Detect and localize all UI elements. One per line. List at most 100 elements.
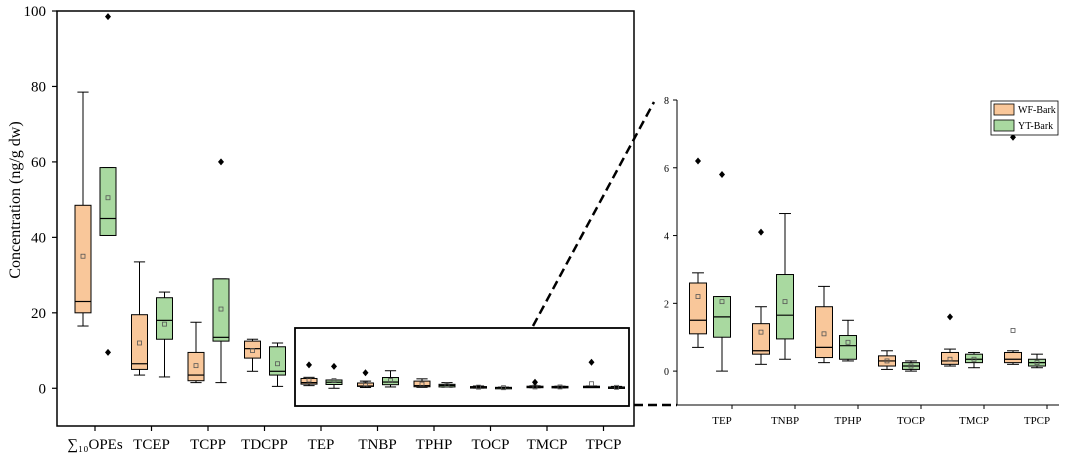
main-yt-box	[325, 362, 343, 389]
inset-wf-mean-marker	[758, 329, 764, 335]
main-wf-box	[357, 369, 374, 389]
main-wf-box	[583, 358, 600, 389]
main-yt-box	[212, 158, 230, 384]
x-tick-label: TDCPP	[241, 437, 288, 453]
inset-y-tick-label: 4	[664, 232, 669, 243]
main-wf-mean-marker	[419, 381, 425, 387]
main-yt-box	[156, 291, 173, 378]
inset-yt-mean-marker	[782, 299, 788, 305]
main-wf-box	[131, 261, 148, 376]
main-wf-iqr-box	[187, 351, 205, 382]
main-wf-mean-marker	[193, 363, 199, 369]
main-yt-box	[608, 384, 625, 390]
main-wf-box	[74, 91, 92, 327]
x-tick-label: TEP	[308, 437, 335, 453]
inset-yt-outlier-point	[719, 171, 725, 179]
main-yt-box	[269, 342, 286, 387]
main-yt-iqr-box	[156, 297, 173, 340]
main-wf-mean-marker	[306, 377, 312, 383]
inset-yt-box	[776, 213, 794, 360]
inset-wf-iqr-box	[752, 323, 770, 355]
legend-swatch	[993, 103, 1015, 116]
inset-x-tick-label: TPHP	[835, 415, 862, 427]
legend-swatch	[993, 119, 1015, 132]
inset-wf-mean-marker	[695, 294, 701, 299]
x-tick-label: TNBP	[358, 437, 396, 453]
inset-wf-box	[752, 228, 770, 365]
main-wf-outlier-point	[588, 358, 595, 366]
inset-y-tick-label: 8	[664, 96, 669, 107]
main-wf-outlier-point	[362, 369, 369, 377]
y-tick-label: 60	[31, 155, 46, 171]
main-yt-mean-marker	[557, 384, 563, 390]
main-yt-outlier-point	[331, 362, 337, 370]
main-yt-outlier-point	[105, 348, 111, 356]
zoom-region-box	[294, 327, 630, 407]
x-tick-label: TPHP	[416, 437, 453, 453]
main-yt-box	[382, 370, 399, 388]
inset-yt-box	[713, 171, 731, 372]
main-yt-mean-marker	[218, 306, 224, 312]
inset-yt-mean-marker	[908, 363, 914, 369]
inset-wf-box	[815, 285, 833, 364]
main-plot-frame	[56, 10, 635, 427]
inset-y-tick-label: 6	[664, 164, 669, 175]
main-yt-mean-marker	[105, 195, 111, 201]
inset-yt-iqr-box	[965, 353, 983, 364]
inset-wf-mean-marker	[1010, 328, 1016, 333]
inset-wf-box	[878, 350, 896, 370]
main-yt-mean-marker	[501, 385, 506, 391]
x-tick-label: ∑₁₀OPEs	[67, 437, 122, 453]
main-yt-box	[495, 385, 512, 391]
inset-yt-box	[839, 319, 857, 362]
inset-yt-iqr-box	[839, 335, 857, 360]
main-yt-box	[99, 13, 117, 356]
inset-wf-iqr-box	[1004, 351, 1022, 364]
inset-yt-box	[965, 351, 983, 369]
zoom-inset-chart: 0 2 4 6 8 TEP TNBP TPHP TOCP TMCP TPCP WF-Bark YT-Ba…	[664, 96, 1059, 427]
inset-wf-mean-marker	[821, 331, 827, 337]
inset-x-tick-label: TOCP	[897, 415, 925, 427]
inset-wf-outlier-point	[758, 228, 764, 236]
main-yt-mean-marker	[275, 361, 280, 367]
inset-x-tick-label: TMCP	[959, 415, 989, 427]
inset-wf-mean-marker	[947, 356, 953, 362]
main-wf-box	[187, 321, 205, 384]
main-wf-iqr-box	[74, 204, 92, 314]
zoom-connector-lines	[531, 101, 677, 407]
main-yt-iqr-box	[212, 278, 230, 342]
main-wf-box	[300, 361, 318, 387]
main-wf-mean-marker	[363, 381, 368, 387]
inset-yt-mean-marker	[719, 299, 725, 305]
x-tick-label: TMCP	[527, 437, 568, 453]
inset-wf-mean-marker	[884, 358, 890, 364]
main-yt-box	[438, 382, 456, 388]
x-tick-label: TCEP	[133, 437, 170, 453]
upper-connector-line	[531, 101, 656, 327]
inset-x-tick-label: TPCP	[1024, 415, 1050, 427]
y-axis-label: Concentration (ng/g dw)	[7, 121, 24, 278]
main-wf-outlier-point	[532, 378, 538, 386]
main-wf-iqr-box	[300, 377, 318, 385]
inset-yt-mean-marker	[1034, 360, 1040, 366]
inset-yt-box	[1028, 353, 1046, 369]
inset-wf-box	[689, 157, 707, 348]
legend-label: WF-Bark	[1018, 105, 1056, 116]
y-tick-label: 100	[24, 4, 47, 20]
main-yt-mean-marker	[444, 382, 450, 388]
main-yt-mean-marker	[614, 384, 619, 390]
inset-yt-iqr-box	[776, 274, 794, 340]
inset-x-tick-label: TNBP	[771, 415, 799, 427]
main-wf-mean-marker	[80, 253, 86, 259]
y-tick-label: 40	[31, 230, 46, 246]
inset-y-tick-label: 2	[664, 299, 669, 310]
main-yt-iqr-box	[269, 346, 286, 376]
main-chart: 0 20 40 60 80 100 ∑₁₀OPEs TCEP TCPP TDCPP TEP TNBP T…	[24, 4, 635, 453]
main-wf-box	[470, 384, 487, 390]
main-yt-mean-marker	[162, 321, 167, 327]
main-wf-box	[526, 378, 544, 390]
main-wf-mean-marker	[476, 384, 481, 390]
main-yt-iqr-box	[382, 377, 399, 386]
inset-y-tick-label: 0	[664, 367, 669, 378]
